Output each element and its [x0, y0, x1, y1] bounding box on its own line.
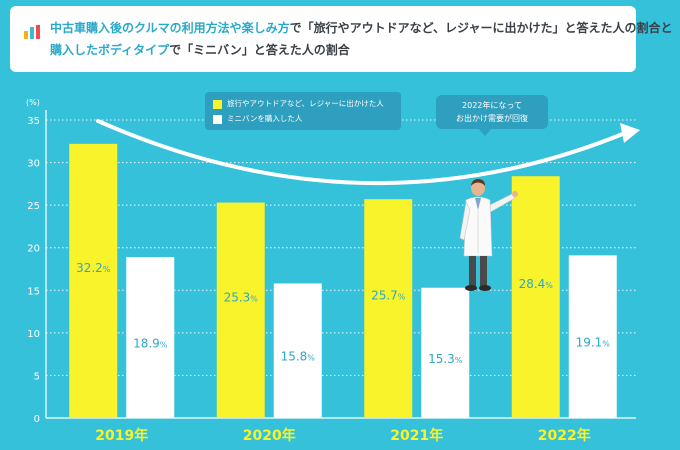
bar-leisure [511, 176, 560, 418]
bar-leisure [364, 199, 413, 418]
bar-leisure [69, 143, 118, 418]
legend-item-leisure: 旅行やアウトドアなど、レジャーに出かけた人 [213, 98, 384, 110]
trend-arrow-head [620, 123, 640, 143]
title-text-1: で「旅行やアウトドアなど、レジャーに出かけた」と答えた人の割合と [289, 21, 673, 35]
x-category-label: 2021年 [390, 427, 443, 444]
y-tick-label: 25 [27, 201, 40, 212]
legend-label-leisure: 旅行やアウトドアなど、レジャーに出かけた人 [227, 99, 384, 108]
chart-title-line-2: 購入したボディタイプで「ミニバン」と答えた人の割合 [50, 42, 350, 58]
legend-swatch-yellow [213, 99, 222, 109]
x-category-label: 2019年 [95, 427, 148, 444]
data-label: 32.2% [76, 261, 111, 275]
bar-minivan [421, 287, 470, 418]
title-highlight-1: 中古車購入後のクルマの利用方法や楽しみ方 [50, 21, 290, 35]
trend-arrow-curve [96, 119, 632, 186]
y-tick-label: 5 [34, 371, 40, 382]
title-highlight-2: 購入したボディタイプ [50, 43, 170, 57]
y-tick-label: 20 [27, 244, 40, 255]
title-box: 中古車購入後のクルマの利用方法や楽しみ方で「旅行やアウトドアなど、レジャーに出か… [10, 6, 672, 72]
bar-chart-icon [24, 25, 40, 39]
legend-item-minivan: ミニバンを購入した人 [213, 113, 302, 125]
y-tick-label: 30 [27, 159, 40, 170]
legend-swatch-white [213, 114, 222, 124]
y-axis-unit-label: (%) [26, 98, 40, 107]
annotation-line-1: 2022年になって [462, 101, 522, 110]
data-label: 15.8% [281, 350, 316, 364]
bar-minivan [273, 283, 322, 418]
bar-minivan [568, 255, 617, 418]
annotation-line-2: お出かけ需要が回復 [456, 114, 528, 123]
title-text-2: で「ミニバン」と答えた人の割合 [169, 43, 350, 57]
data-label: 18.9% [133, 337, 168, 351]
data-label: 25.3% [224, 290, 259, 304]
data-label: 25.7% [371, 289, 406, 303]
legend-label-minivan: ミニバンを購入した人 [227, 114, 303, 123]
chart-title-line-1: 中古車購入後のクルマの利用方法や楽しみ方で「旅行やアウトドアなど、レジャーに出か… [50, 20, 672, 36]
bar-leisure [216, 202, 265, 418]
annotation-bubble-tail [478, 128, 492, 136]
legend: 旅行やアウトドアなど、レジャーに出かけた人 ミニバンを購入した人 [205, 92, 401, 130]
y-tick-label: 35 [27, 116, 40, 127]
annotation-bubble: 2022年になって お出かけ需要が回復 [436, 95, 548, 129]
bar-minivan [126, 257, 175, 418]
data-label: 15.3% [428, 352, 463, 366]
presenter-figure [459, 179, 518, 291]
y-tick-label: 15 [27, 286, 40, 297]
y-tick-label: 0 [34, 414, 40, 425]
x-category-label: 2020年 [243, 427, 296, 444]
data-label: 19.1% [576, 336, 611, 350]
x-category-label: 2022年 [538, 427, 591, 444]
data-label: 28.4% [519, 277, 554, 291]
y-tick-label: 10 [27, 329, 40, 340]
